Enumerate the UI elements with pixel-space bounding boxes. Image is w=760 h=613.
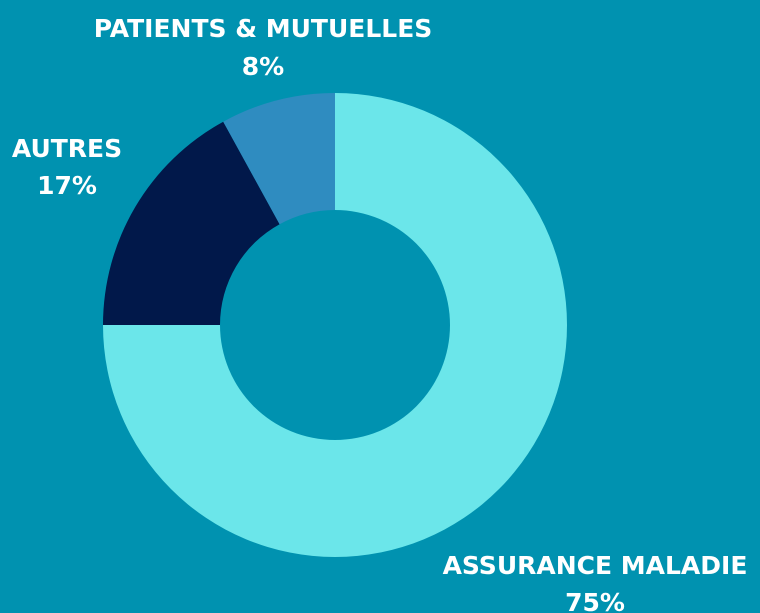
donut-segment [103, 93, 567, 557]
segment-value-label: 17% [37, 171, 97, 200]
segment-label: AUTRES [12, 134, 122, 163]
segment-label: PATIENTS & MUTUELLES [94, 14, 433, 43]
segment-value-label: 75% [565, 588, 625, 613]
segment-label: ASSURANCE MALADIE [443, 551, 748, 580]
segment-value-label: 8% [242, 52, 284, 81]
donut-segment [223, 93, 335, 225]
donut-segment [103, 121, 280, 325]
